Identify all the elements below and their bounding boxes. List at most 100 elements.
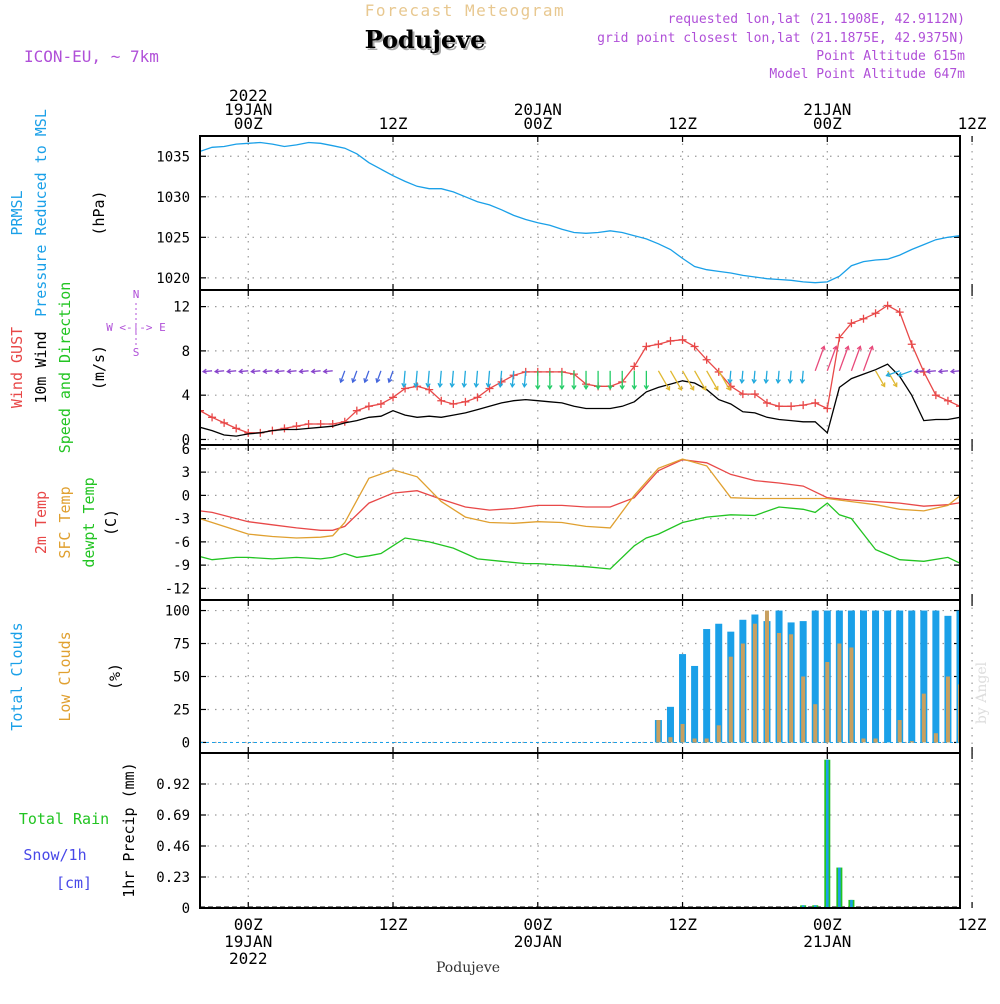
plot-area-wind [184,301,1000,437]
wind-arrow-head [238,368,244,375]
rain-bar-core [813,905,817,908]
low-cloud-bar [813,704,818,743]
gust-marker [811,398,820,407]
total-cloud-bar [993,703,1000,743]
panel-pressure: 1020 1025 1030 1035 PRMSL Pressure Reduced to… [8,109,973,317]
gust-marker [425,385,434,394]
wind-arrow-head [286,368,292,375]
wind-arrow [914,370,924,373]
gust-marker [992,369,1000,377]
wind-arrow-head [701,385,707,391]
wind-arrow [814,346,825,372]
wind-arrow [251,370,261,373]
plot-area-temp [200,458,960,570]
wind-arrow-head [799,378,806,384]
y-tick-label: -12 [165,581,190,597]
wind-arrow-head [437,382,443,388]
gust-marker [859,314,868,323]
wind-arrow-head [725,385,731,391]
total-cloud-bar [811,610,819,743]
gust-marker [232,424,241,433]
wind-arrow [311,370,321,373]
y-tick-label: 0.23 [156,870,190,886]
wind-arrow-head [727,378,733,384]
wind-arrow-head [595,385,601,391]
y-axis-unit: (hPa) [90,190,108,235]
wind-arrow [765,370,768,383]
wind-arrow [227,370,237,373]
gust-marker [208,413,217,422]
wind-arrow-head [535,385,541,391]
wind-arrow-head [665,385,671,391]
wind-arrow-head [897,372,903,378]
gust-marker [799,401,808,410]
wind-arrow [789,370,792,383]
wind-arrow-head [775,378,781,384]
wind-arrow-head [226,368,232,375]
wind-arrow [403,370,406,387]
series-wind-gust [200,304,960,434]
gust-marker [413,382,422,391]
gust-marker [823,404,832,413]
wind-arrow [681,370,695,391]
total-cloud-bar [884,610,892,743]
time-label-top: 2022 [229,86,268,105]
low-cloud-bar [789,634,794,743]
low-cloud-bar [849,647,854,743]
time-label-top: 19JAN [224,100,272,119]
wind-arrow [323,370,333,373]
panel-precip: 0 0.23 0.46 0.69 0.92 Total Rain Snow/1h [cm] 1h… [19,752,973,917]
gust-marker [943,396,952,405]
panel-clouds: 0 25 50 75 100 Total Clouds Low Clouds (%) [8,599,1000,754]
wind-arrow-head [547,385,553,391]
wind-arrow [427,370,430,387]
y-tick-label: 50 [173,670,190,686]
time-label-top: 20JAN [514,100,562,119]
gust-marker [678,335,687,344]
wind-arrow [826,346,837,372]
plot-area-precip [200,759,960,908]
wind-arrow-head [677,385,683,391]
wind-arrow-head [925,368,931,375]
wind-arrow [487,370,491,387]
gust-marker [883,301,892,310]
model-point-altitude: Model Point Altitude 647m [769,67,965,82]
time-label-bottom: 20JAN [514,932,562,951]
total-cloud-bar [859,610,867,743]
y-tick-label: 0 [182,735,190,751]
wind-arrow [200,370,201,372]
gust-marker [787,402,796,411]
wind-arrow [439,370,442,387]
time-label-bottom: 00Z [813,915,842,934]
model-label: ICON-EU, ~ 7km [24,47,159,66]
total-cloud-bar [666,706,674,743]
gust-marker [956,402,960,411]
gust-marker [244,428,253,437]
wind-arrow-head [844,345,850,351]
gust-marker [871,309,880,318]
wind-arrow-head [201,368,207,375]
wind-arrow-head [832,345,838,351]
wind-arrow [352,370,358,383]
wind-arrow-head [375,378,381,384]
wind-arrow-head [868,345,874,351]
wind-arrow [364,370,370,383]
wind-arrow-head [571,385,577,391]
time-label-bottom: 2022 [229,949,268,968]
gust-marker [907,340,916,349]
low-cloud-bar [933,733,938,743]
gust-marker [184,403,192,411]
wind-arrow [874,370,886,387]
gust-marker [352,406,361,415]
series-sfc-temp [200,458,960,539]
credit: by Angel [974,661,990,724]
wind-arrow-head [913,368,919,375]
time-label-bottom: 12Z [668,915,697,934]
low-cloud-bar [668,737,673,743]
wind-arrow [287,370,297,373]
wind-arrow [263,370,273,373]
total-cloud-bar [956,610,960,743]
time-label-top: 12Z [668,114,697,133]
